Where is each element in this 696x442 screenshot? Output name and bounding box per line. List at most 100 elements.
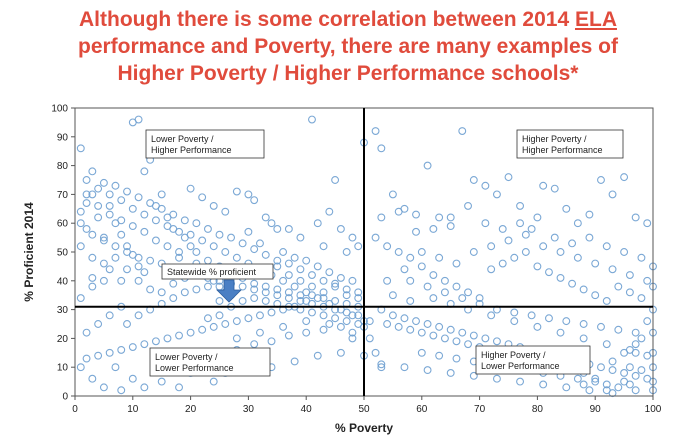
data-point-375 (383, 276, 392, 285)
data-point-15 (140, 268, 149, 277)
data-point-405 (620, 248, 629, 256)
data-point-80 (151, 337, 160, 346)
data-point-246 (469, 371, 478, 380)
data-point-400 (533, 213, 542, 222)
data-point-392 (394, 207, 403, 216)
data-point-354 (614, 325, 623, 334)
data-point-70 (267, 308, 276, 317)
data-point-128 (504, 173, 513, 182)
data-point-291 (232, 253, 241, 262)
data-point-421 (192, 248, 201, 256)
x-tick-label-0: 0 (72, 404, 78, 415)
data-point-75 (209, 322, 218, 331)
data-point-55 (313, 262, 322, 271)
data-point-348 (510, 308, 519, 317)
data-point-289 (209, 242, 218, 251)
data-point-325 (290, 357, 299, 366)
data-point-353 (597, 322, 605, 331)
data-point-340 (203, 282, 212, 291)
data-point-120 (412, 210, 420, 219)
data-point-77 (186, 328, 195, 337)
data-point-157 (556, 273, 565, 282)
data-point-382 (504, 236, 513, 245)
data-point-365 (573, 374, 582, 383)
data-point-223 (377, 363, 386, 372)
data-point-466 (331, 279, 340, 288)
data-point-104 (308, 115, 316, 124)
data-point-220 (365, 317, 374, 326)
data-point-150 (475, 294, 484, 303)
data-point-7 (76, 242, 85, 251)
data-point-419 (169, 279, 178, 288)
data-point-161 (602, 297, 611, 305)
data-point-451 (157, 204, 166, 213)
data-point-144 (406, 253, 415, 262)
data-point-105 (331, 176, 340, 184)
x-tick-label-7: 70 (474, 404, 486, 415)
data-point-166 (388, 311, 397, 320)
y-axis-label: % Proficient 2014 (22, 202, 36, 302)
data-point-320 (302, 317, 311, 326)
data-point-156 (545, 268, 553, 277)
data-point-112 (319, 242, 328, 251)
data-point-229 (487, 311, 496, 320)
data-point-429 (284, 288, 293, 297)
statewide-annotation: Statewide % proficient (161, 263, 274, 303)
data-point-111 (342, 248, 351, 256)
data-point-412 (88, 273, 97, 282)
data-point-217 (406, 325, 415, 334)
x-tick-label-4: 40 (301, 404, 313, 415)
data-point-44 (232, 187, 241, 196)
data-point-259 (284, 294, 293, 303)
data-point-397 (481, 219, 490, 228)
data-point-315 (342, 317, 351, 326)
x-tick-label-2: 20 (185, 404, 197, 415)
data-point-443 (94, 201, 103, 210)
data-point-416 (134, 276, 143, 285)
quadrant-label-bottom-left-line-2: Lower Performance (155, 363, 234, 373)
data-point-319 (279, 322, 288, 331)
y-tick-label-5: 50 (57, 248, 69, 259)
data-point-460 (261, 250, 270, 259)
data-point-197 (625, 363, 634, 372)
data-point-343 (423, 282, 432, 291)
data-point-249 (400, 363, 409, 372)
data-point-121 (423, 161, 432, 170)
chart-title: Although there is some correlation betwe… (0, 6, 696, 87)
data-point-134 (573, 219, 582, 228)
data-point-160 (591, 291, 600, 300)
data-point-344 (440, 288, 449, 297)
quadrant-label-top-right: Higher Poverty /Higher Performance (516, 129, 624, 159)
y-tick-label-8: 80 (57, 161, 69, 172)
data-point-124 (458, 127, 467, 135)
data-point-275 (99, 236, 108, 245)
data-point-415 (123, 265, 131, 274)
data-point-50 (244, 227, 253, 236)
data-point-454 (192, 219, 201, 228)
data-point-17 (99, 276, 108, 285)
data-point-45 (244, 190, 253, 199)
data-point-187 (631, 371, 640, 380)
data-point-367 (608, 357, 617, 366)
quadrant-label-top-left-line-1: Lower Poverty / (151, 134, 214, 144)
data-point-357 (435, 351, 444, 360)
data-point-162 (614, 282, 623, 291)
data-point-155 (533, 262, 542, 271)
data-point-100 (302, 328, 311, 337)
quadrant-label-top-left-box (145, 129, 265, 159)
x-tick-label-6: 60 (416, 404, 428, 415)
data-point-371 (637, 366, 646, 375)
data-point-374 (579, 380, 588, 389)
data-point-369 (631, 340, 640, 349)
data-point-338 (180, 288, 189, 297)
data-point-199 (614, 383, 623, 392)
data-point-106 (325, 207, 334, 216)
data-point-92 (157, 377, 166, 386)
data-point-221 (365, 334, 374, 343)
data-point-329 (209, 377, 218, 386)
data-point-465 (319, 276, 328, 285)
data-point-396 (464, 201, 472, 210)
title-line-1: Although there is some correlation betwe… (0, 6, 696, 33)
data-point-216 (417, 328, 426, 337)
data-point-219 (383, 320, 392, 328)
